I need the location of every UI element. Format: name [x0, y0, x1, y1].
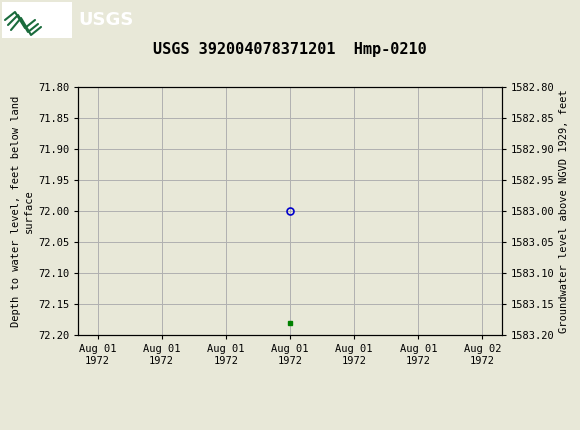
- Y-axis label: Depth to water level, feet below land
surface: Depth to water level, feet below land su…: [12, 96, 34, 327]
- Bar: [2, 2, 72, 38]
- Y-axis label: Groundwater level above NGVD 1929, feet: Groundwater level above NGVD 1929, feet: [559, 89, 568, 333]
- Text: USGS 392004078371201  Hmp-0210: USGS 392004078371201 Hmp-0210: [153, 42, 427, 57]
- Text: USGS: USGS: [78, 11, 133, 29]
